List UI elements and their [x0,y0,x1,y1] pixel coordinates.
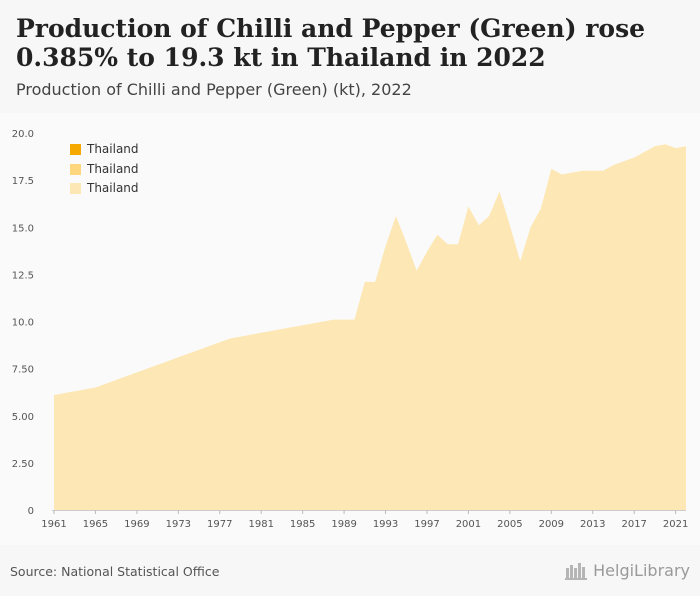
area-chart: 0 2.50 5.00 7.50 10.0 12.5 15.0 17.5 20.0 1961 19… [12,129,689,530]
legend-label-3: Thailand [87,181,139,195]
y-tick-label: 5.00 [12,412,34,423]
x-tick-label: 2009 [539,519,564,530]
footer-panel: Source: National Statistical Office Helg… [0,545,700,596]
brand-logo[interactable]: HelgiLibrary [565,561,690,580]
x-tick-label: 1981 [248,519,273,530]
x-tick-label: 1977 [207,519,232,530]
x-tick-label: 1985 [290,519,315,530]
chart-area: 0 2.50 5.00 7.50 10.0 12.5 15.0 17.5 20.0 1961 19… [0,113,700,545]
x-tick-label: 2005 [497,519,522,530]
legend-item-1[interactable]: Thailand [70,141,139,157]
chart-title: Production of Chilli and Pepper (Green) … [16,14,646,72]
legend-item-3[interactable]: Thailand [70,180,139,196]
x-tick-label: 1961 [41,519,66,530]
header-panel: Production of Chilli and Pepper (Green) … [0,0,700,113]
y-tick-label: 10.0 [12,318,34,329]
legend-swatch-3 [70,182,81,194]
legend-label-2: Thailand [87,162,139,176]
x-tick-label: 1993 [373,519,398,530]
x-tick-label: 2017 [621,519,646,530]
y-tick-label: 2.50 [12,459,34,470]
legend-swatch-1 [70,143,81,155]
legend-label-1: Thailand [87,142,139,156]
source-note: Source: National Statistical Office [10,564,220,579]
legend-item-2[interactable]: Thailand [70,161,139,177]
x-tick-label: 1989 [331,519,356,530]
brand-name: HelgiLibrary [593,561,690,580]
y-tick-label: 12.5 [12,270,34,281]
x-tick-label: 2021 [663,519,688,530]
chart-subtitle: Production of Chilli and Pepper (Green) … [16,80,412,99]
y-tick-label: 15.0 [12,223,34,234]
x-tick-label: 1965 [83,519,108,530]
x-tick-label: 2001 [456,519,481,530]
y-tick-label: 17.5 [12,176,34,187]
y-tick-label: 20.0 [12,129,34,140]
legend-swatch-2 [70,163,81,175]
y-tick-label: 0 [28,506,34,517]
x-tick-label: 2013 [580,519,605,530]
library-icon [565,562,588,580]
x-tick-label: 1973 [166,519,191,530]
x-tick-label: 1997 [414,519,439,530]
area-series-1[interactable] [54,144,686,510]
y-tick-label: 7.50 [12,365,34,376]
x-tick-label: 1969 [124,519,149,530]
